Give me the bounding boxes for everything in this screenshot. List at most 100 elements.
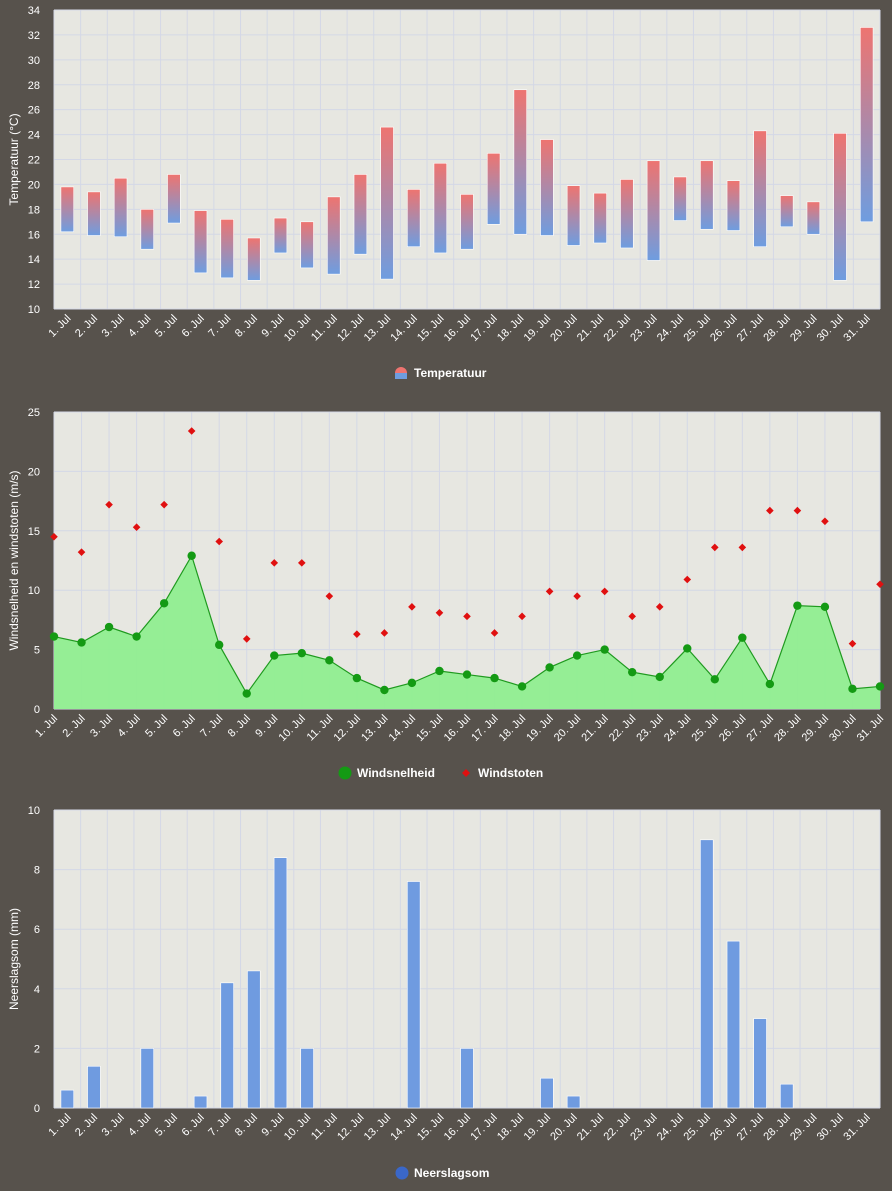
temp-range-bar: [753, 130, 767, 248]
precip-x-tick-label: 18. Jul: [495, 1112, 526, 1143]
temp-x-tick-label: 28. Jul: [761, 313, 792, 344]
temperature-chart: 10 12 14 16 18 20 22 24 26 28 30 32 34 1. Jul 2. Jul 3.…: [7, 5, 881, 380]
wind-x-tick-label: 14. Jul: [387, 713, 418, 744]
temp-range-bar: [87, 191, 101, 236]
wind-gust-point: [793, 506, 802, 515]
precip-x-tick-label: 21. Jul: [575, 1112, 606, 1143]
temp-y-tick-label: 16: [28, 229, 40, 241]
temp-range-bar: [806, 201, 821, 235]
precip-bar: [753, 1018, 767, 1109]
temp-range-bar: [327, 196, 341, 275]
wind-gust-point: [711, 543, 719, 552]
temp-x-tick-label: 30. Jul: [815, 313, 846, 344]
wind-gust-point: [325, 592, 334, 600]
precip-y-tick-label: 4: [34, 984, 40, 996]
wind-speed-point: [793, 601, 802, 610]
precip-bar: [247, 970, 261, 1109]
precip-x-tick-label: 2. Jul: [73, 1112, 100, 1139]
precip-bar: [726, 940, 741, 1109]
wind-speed-point: [572, 651, 582, 660]
wind-x-tick-label: 4. Jul: [116, 713, 143, 740]
precip-x-tick-label: 1. Jul: [46, 1112, 73, 1139]
precip-x-tick-label: 31. Jul: [841, 1112, 872, 1143]
temp-y-tick-label: 14: [28, 254, 40, 266]
wind-gust-point: [77, 548, 86, 556]
temp-legend-label: Temperatuur: [414, 366, 487, 380]
temp-range-bar: [726, 180, 741, 231]
temp-x-tick-label: 1. Jul: [46, 313, 73, 340]
wind-gust-point: [380, 629, 389, 637]
temp-range-bar: [193, 210, 208, 274]
precip-bar: [193, 1095, 208, 1109]
wind-x-tick-label: 20. Jul: [552, 713, 583, 744]
precip-legend-label: Neerslagsom: [414, 1166, 489, 1180]
precip-bar: [780, 1083, 794, 1109]
temp-range-bar: [220, 219, 234, 279]
precip-x-tick-label: 19. Jul: [522, 1112, 553, 1143]
temp-x-tick-label: 8. Jul: [233, 313, 260, 340]
temp-range-bar: [566, 185, 581, 246]
precip-bar: [220, 982, 234, 1109]
wind-gust-point: [435, 608, 444, 617]
wind-x-tick-label: 24. Jul: [662, 713, 693, 744]
temp-legend-marker-low: [395, 373, 407, 379]
temp-x-tick-label: 18. Jul: [495, 313, 526, 344]
wind-gust-point: [545, 587, 554, 596]
temp-range-bar: [673, 176, 687, 221]
temp-x-tick-label: 7. Jul: [206, 313, 233, 340]
precip-bar: [273, 857, 288, 1109]
temp-x-tick-label: 13. Jul: [362, 313, 393, 344]
temp-x-tick-label: 16. Jul: [442, 313, 473, 344]
wind-speed-point: [435, 666, 444, 676]
wind-x-tick-label: 15. Jul: [414, 713, 445, 744]
precip-x-tick-label: 20. Jul: [548, 1112, 579, 1143]
precip-bar: [540, 1077, 554, 1109]
temp-y-tick-label: 22: [28, 155, 40, 167]
temp-y-axis-label: Temperatuur (°C): [7, 113, 21, 205]
wind-gust-point: [600, 587, 609, 596]
wind-speed-point: [407, 678, 417, 688]
temp-range-bar: [407, 189, 421, 248]
wind-speed-point: [215, 640, 224, 650]
temp-x-tick-label: 6. Jul: [180, 313, 207, 340]
temp-x-tick-label: 15. Jul: [415, 313, 446, 344]
precip-bar: [566, 1095, 581, 1109]
wind-speed-point: [49, 632, 59, 641]
wind-gust-point: [848, 639, 857, 648]
wind-gust-point: [683, 575, 692, 584]
temp-x-tick-label: 17. Jul: [468, 313, 499, 344]
temp-y-tick-label: 32: [28, 30, 40, 42]
wind-x-tick-label: 12. Jul: [332, 713, 363, 744]
precip-x-tick-label: 28. Jul: [761, 1112, 792, 1143]
wind-y-tick-label: 20: [28, 466, 40, 478]
wind-x-tick-label: 5. Jul: [143, 713, 170, 740]
temp-range-bar: [60, 186, 75, 233]
wind-gust-point: [766, 506, 774, 515]
temp-range-bar: [859, 27, 874, 223]
temp-y-tick-label: 12: [28, 279, 40, 291]
wind-speed-legend-label: Windsnelheid: [357, 766, 435, 780]
precip-x-tick-label: 30. Jul: [815, 1112, 846, 1143]
wind-gust-point: [876, 580, 884, 589]
wind-gust-point: [242, 635, 251, 643]
precip-x-tick-label: 26. Jul: [708, 1112, 739, 1143]
wind-x-tick-label: 29. Jul: [800, 713, 831, 744]
temp-y-tick-label: 30: [28, 55, 40, 67]
precip-y-tick-label: 10: [28, 805, 40, 817]
wind-speed-point: [159, 599, 169, 608]
temp-range-bar: [593, 192, 607, 244]
temp-x-tick-label: 19. Jul: [522, 313, 553, 344]
precip-bar: [407, 881, 421, 1109]
temp-y-tick-label: 18: [28, 204, 40, 216]
temp-y-tick-label: 26: [28, 105, 40, 117]
wind-x-tick-label: 22. Jul: [607, 713, 638, 744]
wind-y-tick-label: 5: [34, 645, 40, 657]
precip-bar: [460, 1048, 474, 1109]
wind-x-tick-label: 26. Jul: [717, 713, 748, 744]
temp-x-tick-label: 31. Jul: [841, 313, 872, 344]
temp-y-tick-label: 20: [28, 179, 40, 191]
wind-chart: 0 5 10 15 20 25 1. Jul 2. Jul 3. Jul 4. Jul 5. Jul…: [7, 407, 886, 780]
wind-speed-point: [683, 644, 692, 653]
wind-speed-point: [738, 633, 747, 642]
